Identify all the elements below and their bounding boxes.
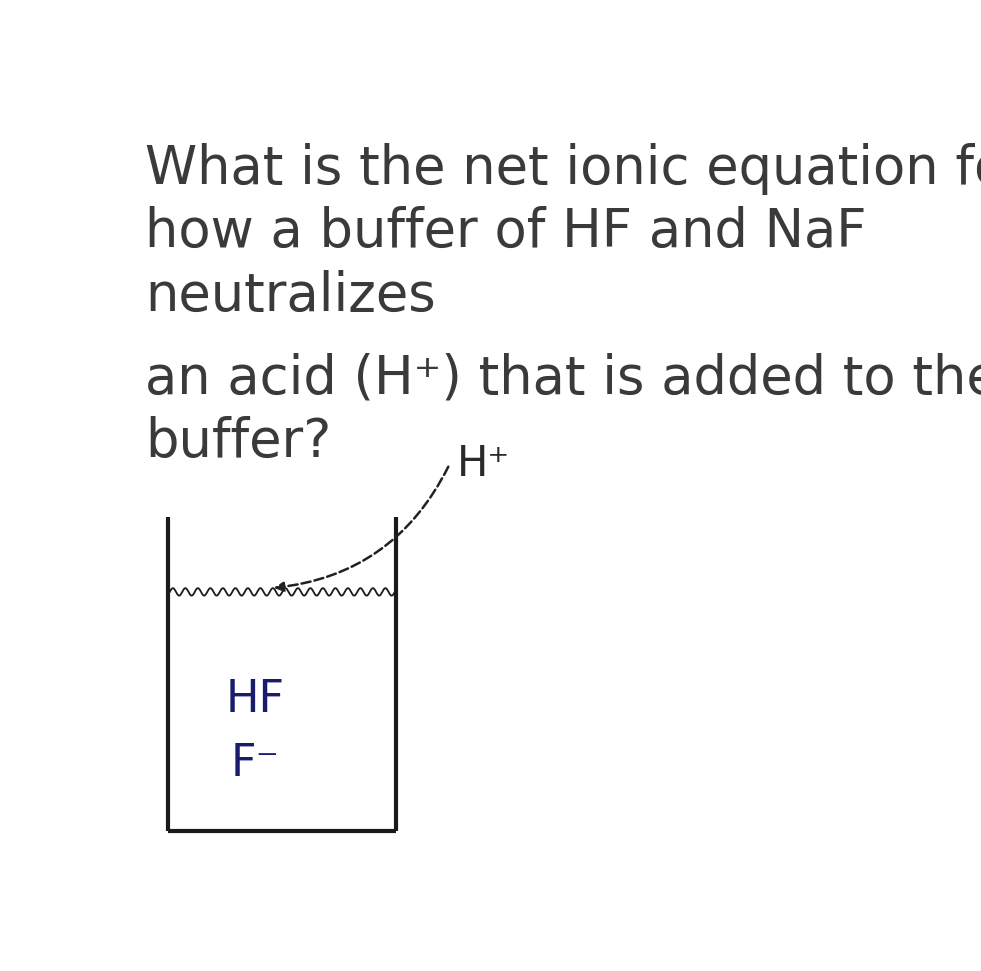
Text: buffer?: buffer? bbox=[145, 416, 332, 468]
Text: F⁻: F⁻ bbox=[231, 742, 280, 786]
Text: how a buffer of HF and NaF: how a buffer of HF and NaF bbox=[145, 206, 867, 258]
Text: an acid (H⁺) that is added to the: an acid (H⁺) that is added to the bbox=[145, 352, 981, 404]
Text: What is the net ionic equation for: What is the net ionic equation for bbox=[145, 143, 981, 195]
Text: neutralizes: neutralizes bbox=[145, 270, 437, 321]
Text: HF: HF bbox=[226, 678, 284, 720]
Text: H⁺: H⁺ bbox=[457, 443, 510, 486]
